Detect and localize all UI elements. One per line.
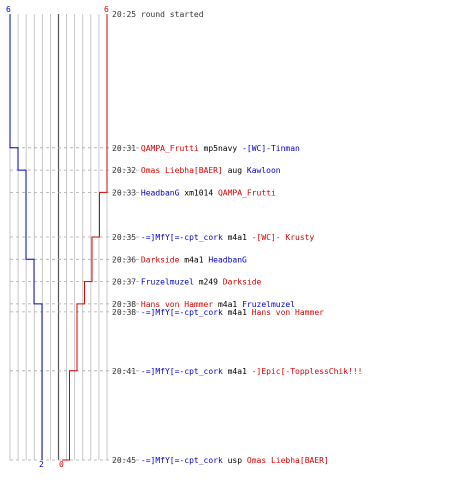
event-text-part: QAMPA_Frutti xyxy=(141,144,199,153)
event-row: 20:31 QAMPA_Frutti mp5navy -[WC]-Tinman xyxy=(112,144,300,153)
event-text-part: -=]MfY[=-cpt_cork xyxy=(141,456,223,465)
event-row: 20:38 -=]MfY[=-cpt_cork m4a1 Hans von Ha… xyxy=(112,308,324,317)
event-text-part: usp xyxy=(223,456,247,465)
event-row: 20:45 -=]MfY[=-cpt_cork usp Omas Liebha[… xyxy=(112,456,329,465)
event-row: 20:36 Darkside m4a1 HeadbanG xyxy=(112,255,247,264)
red-start-count: 6 xyxy=(104,5,109,14)
event-text-part: -=]MfY[=-cpt_cork xyxy=(141,367,223,376)
event-text-part: Omas Liebha[BAER] xyxy=(247,456,329,465)
event-time: 20:35 xyxy=(112,233,141,242)
event-time: 20:33 xyxy=(112,188,141,197)
event-text-part: m249 xyxy=(194,278,223,287)
event-text-part: HeadbanG xyxy=(141,188,180,197)
event-row: 20:37 Fruzelmuzel m249 Darkside xyxy=(112,278,262,287)
event-text-part: -[WC]-Tinman xyxy=(242,144,300,153)
event-text-part: Darkside xyxy=(141,255,180,264)
event-text-part: -=]MfY[=-cpt_cork xyxy=(141,233,223,242)
event-row: 20:32 Omas Liebha[BAER] aug Kawloon xyxy=(112,166,281,175)
event-text-part: -[WC]- Krusty xyxy=(252,233,315,242)
event-text-part: Omas Liebha[BAER] xyxy=(141,166,223,175)
event-text-part: m4a1 xyxy=(223,308,252,317)
event-text-part: round started xyxy=(141,10,204,19)
event-time: 20:25 xyxy=(112,10,141,19)
event-time: 20:38 xyxy=(112,308,141,317)
event-text-part: Kawloon xyxy=(247,166,281,175)
event-text-part: aug xyxy=(223,166,247,175)
event-row: 20:33 HeadbanG xm1014 QAMPA_Frutti xyxy=(112,188,276,197)
event-text-part: m4a1 xyxy=(213,300,242,309)
red-team-line xyxy=(62,14,108,461)
event-text-part: mp5navy xyxy=(199,144,242,153)
event-text-part: QAMPA_Frutti xyxy=(218,188,276,197)
red-end-count: 0 xyxy=(59,460,64,469)
event-text-part: -=]MfY[=-cpt_cork xyxy=(141,308,223,317)
event-row: 20:41 -=]MfY[=-cpt_cork m4a1 -]Epic[-Top… xyxy=(112,367,362,376)
event-text-part: m4a1 xyxy=(223,233,252,242)
blue-start-count: 6 xyxy=(6,5,11,14)
event-text-part: Fruzelmuzel xyxy=(141,278,194,287)
event-text-part: Darkside xyxy=(223,278,262,287)
event-text-part: m4a1 xyxy=(179,255,208,264)
blue-end-count: 2 xyxy=(39,460,44,469)
blue-team-line xyxy=(9,14,43,460)
event-time: 20:31 xyxy=(112,144,141,153)
event-time: 20:45 xyxy=(112,456,141,465)
event-text-part: HeadbanG xyxy=(208,255,247,264)
event-text-part: m4a1 xyxy=(223,367,252,376)
event-row: 20:35 -=]MfY[=-cpt_cork m4a1 -[WC]- Krus… xyxy=(112,233,315,242)
event-time: 20:37 xyxy=(112,278,141,287)
event-text-part: -]Epic[-TopplessChik!!! xyxy=(252,367,363,376)
event-time: 20:32 xyxy=(112,166,141,175)
event-time: 20:41 xyxy=(112,367,141,376)
event-text-part: Hans von Hammer xyxy=(252,308,324,317)
event-row: 20:25 round started xyxy=(112,10,204,19)
event-text-part: Fruzelmuzel xyxy=(242,300,295,309)
event-row: 20:38 Hans von Hammer m4a1 Fruzelmuzel xyxy=(112,300,295,309)
event-time: 20:36 xyxy=(112,255,141,264)
event-time: 20:38 xyxy=(112,300,141,309)
event-text-part: xm1014 xyxy=(179,188,218,197)
event-text-part: Hans von Hammer xyxy=(141,300,213,309)
